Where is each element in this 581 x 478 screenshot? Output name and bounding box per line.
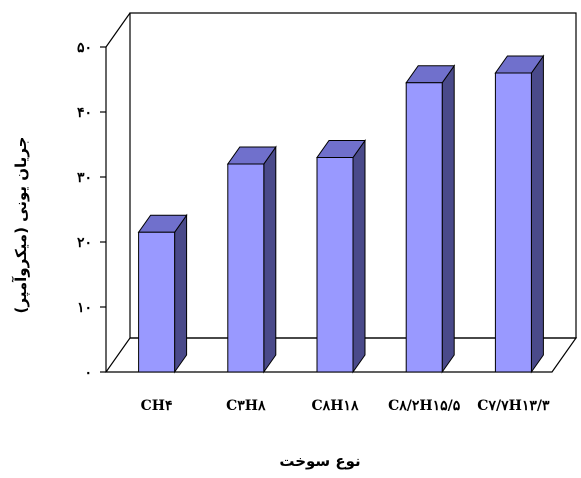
y-axis-title: جریان یونی (میکروآمپر) xyxy=(12,137,31,314)
x-tick-label: C۸H۱۸ xyxy=(312,398,359,414)
bar-side xyxy=(441,64,455,374)
y-tick-label: ۳۰ xyxy=(77,170,92,186)
y-tick-label: ۱۰ xyxy=(77,300,92,316)
x-axis-title: نوع سوخت xyxy=(279,452,360,470)
side-wall-top-edge xyxy=(105,12,131,48)
bar-group xyxy=(137,54,545,374)
x-tick-label: C۳H۸ xyxy=(226,398,266,414)
x-tick-label: CH۴ xyxy=(141,398,173,414)
y-axis-ticks: ۰ ۱۰ ۲۰ ۳۰ ۴۰ ۵۰ xyxy=(77,40,106,381)
bar-side xyxy=(174,213,188,374)
x-axis-labels: CH۴ C۳H۸ C۸H۱۸ C۸/۲H۱۵/۵ C۷/۷H۱۳/۳ xyxy=(141,398,550,414)
y-tick-label: ۰ xyxy=(84,365,92,381)
bar-side xyxy=(530,54,544,374)
bar xyxy=(494,72,532,373)
bar xyxy=(405,82,443,373)
bar xyxy=(227,163,265,373)
y-tick-label: ۴۰ xyxy=(77,105,92,121)
floor-outline xyxy=(104,337,578,373)
y-tick-label: ۵۰ xyxy=(77,40,92,56)
bar-side xyxy=(263,145,277,374)
bar xyxy=(316,157,354,373)
bar-side xyxy=(352,138,366,374)
y-tick-label: ۲۰ xyxy=(77,235,92,251)
x-tick-label: C۷/۷H۱۳/۳ xyxy=(477,398,550,414)
bar xyxy=(138,231,176,373)
x-tick-label: C۸/۲H۱۵/۵ xyxy=(388,398,461,414)
